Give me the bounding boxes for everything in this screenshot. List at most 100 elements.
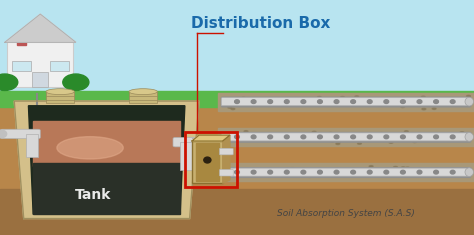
Ellipse shape <box>386 100 390 101</box>
Bar <box>17 33 26 45</box>
Ellipse shape <box>351 170 356 174</box>
Ellipse shape <box>228 107 232 108</box>
Ellipse shape <box>367 170 372 174</box>
Ellipse shape <box>355 96 359 98</box>
Ellipse shape <box>351 135 356 139</box>
Ellipse shape <box>337 141 340 143</box>
Ellipse shape <box>268 135 273 139</box>
Ellipse shape <box>401 175 405 176</box>
Ellipse shape <box>334 100 339 103</box>
Ellipse shape <box>465 168 474 176</box>
Ellipse shape <box>277 100 281 102</box>
FancyBboxPatch shape <box>219 169 233 176</box>
Text: Tank: Tank <box>75 188 111 202</box>
Ellipse shape <box>231 108 235 110</box>
Ellipse shape <box>432 108 436 110</box>
Ellipse shape <box>336 143 340 145</box>
Ellipse shape <box>301 170 306 174</box>
Ellipse shape <box>235 135 239 139</box>
Ellipse shape <box>336 174 340 176</box>
Ellipse shape <box>367 100 372 103</box>
Ellipse shape <box>425 135 428 137</box>
Ellipse shape <box>351 100 356 103</box>
Ellipse shape <box>0 74 18 90</box>
Ellipse shape <box>284 170 289 174</box>
Polygon shape <box>192 135 230 141</box>
Ellipse shape <box>301 139 305 140</box>
Ellipse shape <box>419 168 423 170</box>
Ellipse shape <box>251 173 255 175</box>
Ellipse shape <box>302 172 306 173</box>
Ellipse shape <box>350 104 354 106</box>
Ellipse shape <box>369 168 373 169</box>
Ellipse shape <box>312 131 316 133</box>
FancyBboxPatch shape <box>173 137 213 147</box>
Ellipse shape <box>251 100 256 103</box>
Ellipse shape <box>465 133 474 141</box>
Ellipse shape <box>367 104 371 106</box>
Bar <box>218 93 474 111</box>
Ellipse shape <box>284 135 289 139</box>
Text: Soil Absorption System (S.A.S): Soil Absorption System (S.A.S) <box>277 209 415 218</box>
Ellipse shape <box>460 132 464 133</box>
Ellipse shape <box>426 172 429 173</box>
Ellipse shape <box>410 168 414 169</box>
Ellipse shape <box>464 171 467 173</box>
Ellipse shape <box>422 108 426 110</box>
Ellipse shape <box>426 133 430 134</box>
FancyBboxPatch shape <box>221 97 471 107</box>
Ellipse shape <box>63 74 89 90</box>
FancyBboxPatch shape <box>221 98 471 106</box>
Bar <box>129 92 157 103</box>
Ellipse shape <box>316 140 320 141</box>
Ellipse shape <box>318 170 322 174</box>
Ellipse shape <box>390 100 393 101</box>
Ellipse shape <box>409 133 412 135</box>
Ellipse shape <box>307 175 310 177</box>
Ellipse shape <box>393 166 397 168</box>
Ellipse shape <box>378 105 382 106</box>
Bar <box>0 94 474 235</box>
Ellipse shape <box>129 89 157 94</box>
Polygon shape <box>5 14 76 42</box>
Ellipse shape <box>323 175 327 176</box>
Ellipse shape <box>467 95 471 97</box>
Ellipse shape <box>295 103 299 104</box>
Bar <box>218 163 474 181</box>
FancyBboxPatch shape <box>219 148 233 155</box>
Ellipse shape <box>254 99 258 100</box>
Ellipse shape <box>268 100 273 103</box>
Bar <box>196 143 219 181</box>
Ellipse shape <box>421 96 425 98</box>
Ellipse shape <box>434 170 438 174</box>
Ellipse shape <box>334 135 339 139</box>
Ellipse shape <box>242 97 246 99</box>
Polygon shape <box>14 101 199 219</box>
Ellipse shape <box>450 170 455 174</box>
Bar <box>33 163 180 214</box>
Ellipse shape <box>318 100 322 103</box>
Ellipse shape <box>451 103 455 105</box>
Bar <box>0 91 474 107</box>
Ellipse shape <box>334 170 339 174</box>
Ellipse shape <box>434 100 438 103</box>
Bar <box>7 42 73 87</box>
Ellipse shape <box>434 135 438 139</box>
Ellipse shape <box>57 137 123 159</box>
Ellipse shape <box>362 104 365 106</box>
Ellipse shape <box>401 135 405 139</box>
Ellipse shape <box>401 167 405 168</box>
Ellipse shape <box>417 135 422 139</box>
Ellipse shape <box>294 170 298 172</box>
Bar <box>26 134 38 157</box>
Ellipse shape <box>341 97 345 98</box>
FancyBboxPatch shape <box>221 168 471 177</box>
Ellipse shape <box>417 100 422 103</box>
Bar <box>32 72 48 87</box>
Ellipse shape <box>432 134 436 136</box>
Bar <box>218 128 474 146</box>
Ellipse shape <box>328 133 332 134</box>
Ellipse shape <box>450 135 455 139</box>
Ellipse shape <box>406 167 410 169</box>
Polygon shape <box>223 135 230 183</box>
